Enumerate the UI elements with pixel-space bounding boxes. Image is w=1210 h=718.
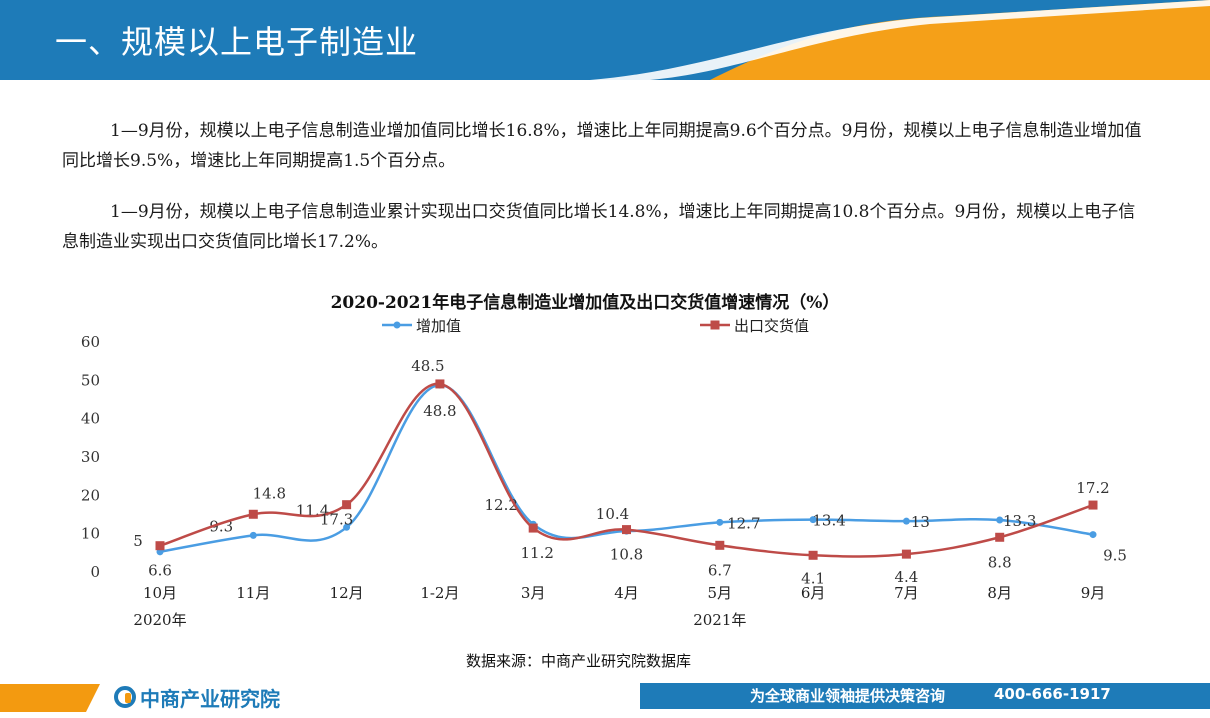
data-point — [343, 523, 351, 531]
page-title: 一、规模以上电子制造业 — [55, 23, 419, 61]
data-label: 6.6 — [148, 562, 172, 580]
y-tick-label: 50 — [81, 371, 100, 389]
data-label: 13.3 — [1003, 512, 1036, 530]
legend-label: 出口交货值 — [734, 317, 809, 335]
x-tick-label: 5月 — [708, 584, 733, 602]
data-label: 11.2 — [520, 544, 553, 562]
x-tick-label: 12月 — [330, 584, 364, 602]
data-label: 48.8 — [423, 402, 456, 420]
y-tick-label: 40 — [81, 410, 100, 428]
data-point — [902, 517, 910, 525]
y-tick-label: 30 — [81, 448, 100, 466]
data-point — [1089, 531, 1097, 539]
data-label: 9.5 — [1103, 547, 1127, 565]
footer-band — [640, 683, 1210, 709]
data-label: 17.2 — [1076, 479, 1109, 497]
data-point — [996, 516, 1004, 524]
data-point — [528, 523, 538, 533]
data-point — [248, 509, 258, 519]
data-label: 4.4 — [894, 568, 918, 586]
x-tick-label: 9月 — [1081, 584, 1106, 602]
x-tick-label: 3月 — [521, 584, 546, 602]
x-tick-label: 6月 — [801, 584, 826, 602]
data-point — [342, 500, 352, 510]
data-point — [622, 525, 631, 535]
data-label: 10.8 — [610, 546, 643, 564]
footer-phone: 400-666-1917 — [994, 685, 1111, 703]
data-label: 48.5 — [411, 357, 444, 375]
data-point — [716, 518, 724, 526]
legend-marker — [393, 321, 401, 329]
series-line-added-value — [159, 383, 1094, 554]
data-point — [901, 549, 911, 559]
data-label: 5 — [133, 532, 143, 550]
data-point — [715, 540, 725, 550]
data-label: 10.4 — [596, 505, 629, 523]
data-point — [809, 516, 817, 524]
data-label: 17.3 — [320, 511, 353, 529]
paragraph-2: 1—9月份，规模以上电子信息制造业累计实现出口交货值同比增长14.8%，增速比上… — [62, 197, 1152, 257]
header-orange-wave — [590, 0, 1210, 80]
paragraph-1: 1—9月份，规模以上电子信息制造业增加值同比增长16.8%，增速比上年同期提高9… — [62, 116, 1152, 176]
data-point — [995, 532, 1005, 542]
data-label: 14.8 — [253, 484, 286, 502]
legend-label: 增加值 — [416, 317, 461, 335]
legend-marker — [710, 320, 720, 330]
data-point — [1088, 500, 1098, 510]
y-tick-label: 10 — [81, 525, 100, 543]
data-label: 13 — [911, 513, 930, 531]
y-tick-label: 0 — [90, 563, 100, 581]
data-point — [249, 531, 257, 539]
x-tick-label: 7月 — [894, 584, 919, 602]
footer-slogan: 为全球商业领袖提供决策咨询 — [750, 687, 946, 705]
x-tick-label: 10月 — [143, 584, 177, 602]
data-label: 13.4 — [812, 512, 845, 530]
chart-title: 2020-2021年电子信息制造业增加值及出口交货值增速情况（%） — [331, 292, 840, 313]
x-tick-label: 1-2月 — [420, 584, 459, 602]
paragraph-1-text: 1—9月份，规模以上电子信息制造业增加值同比增长16.8%，增速比上年同期提高9… — [62, 121, 1142, 171]
x-tick-label: 8月 — [987, 584, 1012, 602]
data-label: 12.2 — [484, 496, 517, 514]
x-year-label: 2020年 — [133, 611, 186, 629]
paragraph-2-text: 1—9月份，规模以上电子信息制造业累计实现出口交货值同比增长14.8%，增速比上… — [62, 202, 1136, 252]
logo-icon — [114, 686, 136, 708]
x-tick-label: 11月 — [236, 584, 270, 602]
data-label: 4.1 — [801, 569, 825, 587]
data-label: 12.7 — [727, 514, 760, 532]
data-label: 8.8 — [988, 553, 1012, 571]
data-point — [435, 379, 445, 389]
x-year-label: 2021年 — [693, 611, 746, 629]
data-label: 6.7 — [708, 561, 732, 579]
x-tick-label: 4月 — [614, 584, 639, 602]
series-line-export-value — [159, 382, 1094, 558]
footer-decor — [0, 684, 100, 712]
data-source: 数据来源：中商产业研究院数据库 — [466, 652, 692, 670]
y-tick-label: 20 — [81, 486, 100, 504]
footer-logo: 中商产业研究院 — [140, 687, 280, 711]
y-tick-label: 60 — [81, 333, 100, 351]
data-point — [808, 550, 818, 560]
data-point — [155, 541, 165, 551]
